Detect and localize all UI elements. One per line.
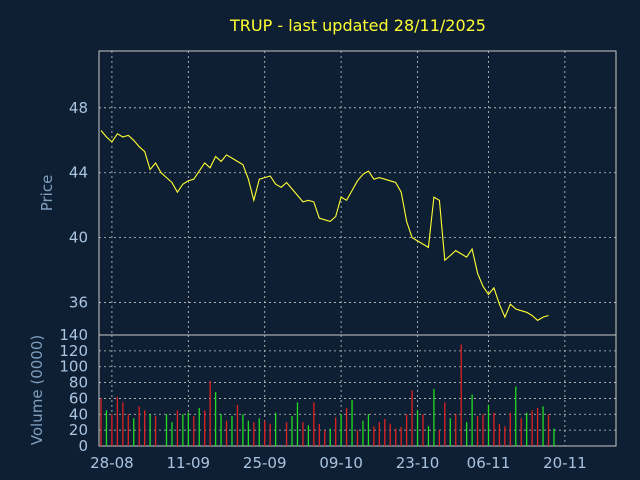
date-x-tick-label: 11-09 — [167, 454, 211, 472]
volume-y-tick-label: 20 — [69, 421, 88, 439]
price-series-line — [100, 130, 549, 322]
volume-y-tick-label: 140 — [59, 326, 88, 344]
price-y-tick-label: 44 — [69, 164, 88, 182]
price-y-tick-label: 36 — [69, 294, 88, 312]
volume-y-tick-label: 60 — [69, 389, 88, 407]
date-x-tick-label: 06-11 — [467, 454, 511, 472]
volume-axis-label: Volume (0000) — [28, 335, 46, 445]
volume-grid — [99, 335, 616, 446]
volume-plot-frame — [98, 334, 617, 447]
date-x-tick-label: 20-11 — [543, 454, 587, 472]
date-x-tick-label: 09-10 — [319, 454, 363, 472]
volume-y-tick-label: 0 — [78, 437, 88, 455]
volume-y-tick-label: 120 — [59, 342, 88, 360]
price-plot-frame — [98, 50, 617, 336]
date-x-tick-label: 23-10 — [396, 454, 440, 472]
volume-y-tick-label: 40 — [69, 405, 88, 423]
volume-y-tick-label: 80 — [69, 374, 88, 392]
price-y-tick-label: 48 — [69, 99, 88, 117]
volume-y-tick-label: 100 — [59, 358, 88, 376]
price-y-axis: 36 40 44 48 — [69, 99, 88, 312]
chart-title: TRUP - last updated 28/11/2025 — [229, 16, 486, 35]
price-grid — [99, 51, 616, 335]
date-x-tick-label: 28-08 — [90, 454, 134, 472]
price-axis-label: Price — [38, 175, 56, 212]
price-panel: 36 40 44 48 Price — [38, 50, 617, 336]
date-x-axis: 28-08 11-09 25-09 09-10 23-10 06-11 20-11 — [90, 454, 587, 472]
volume-bars — [100, 344, 555, 446]
price-y-tick-label: 40 — [69, 229, 88, 247]
date-x-tick-label: 25-09 — [243, 454, 287, 472]
